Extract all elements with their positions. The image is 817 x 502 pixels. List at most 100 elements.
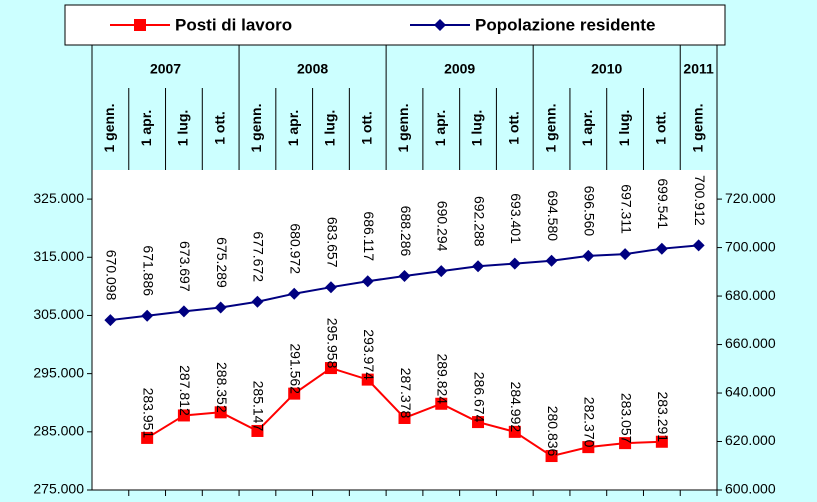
y-tick-label: 295.000 — [33, 364, 84, 380]
data-label: 280.836 — [545, 406, 561, 457]
y2-tick-label: 620.000 — [725, 432, 776, 448]
marker — [582, 249, 595, 262]
x-tick-label: 1 apr. — [432, 110, 448, 147]
y-tick-label: 315.000 — [33, 248, 84, 264]
marker — [545, 450, 558, 463]
marker — [508, 257, 521, 270]
marker — [251, 295, 264, 308]
y2-tick-label: 700.000 — [725, 238, 776, 254]
marker — [655, 242, 668, 255]
data-label: 694.580 — [545, 190, 561, 241]
marker — [472, 416, 485, 429]
data-label: 688.286 — [398, 206, 414, 257]
x-tick-label: 1 apr. — [285, 110, 301, 147]
marker — [655, 435, 668, 448]
year-label: 2010 — [591, 61, 622, 77]
marker — [177, 409, 190, 422]
data-label: 293.974 — [361, 329, 377, 380]
marker — [619, 437, 632, 450]
x-tick-label: 1 lug. — [616, 110, 632, 147]
marker — [251, 424, 264, 437]
data-label: 283.057 — [618, 393, 634, 444]
data-label: 284.992 — [508, 382, 524, 433]
marker — [214, 406, 227, 419]
x-tick-label: 1 ott. — [211, 111, 227, 144]
year-label: 2009 — [444, 61, 475, 77]
data-label: 683.657 — [324, 217, 340, 268]
data-label: 671.886 — [140, 245, 156, 296]
legend-label: Posti di lavoro — [175, 15, 292, 34]
year-label: 2011 — [683, 61, 714, 77]
marker — [361, 275, 374, 288]
data-label: 670.098 — [104, 250, 120, 301]
data-label: 693.401 — [508, 193, 524, 244]
marker — [619, 248, 632, 261]
marker — [398, 411, 411, 424]
y-tick-label: 305.000 — [33, 306, 84, 322]
data-label: 288.352 — [214, 362, 230, 413]
x-tick-label: 1 genn. — [101, 103, 117, 152]
marker — [582, 441, 595, 454]
marker — [141, 431, 154, 444]
marker — [472, 260, 485, 273]
data-label: 291.562 — [288, 343, 304, 394]
y2-tick-label: 680.000 — [725, 287, 776, 303]
data-label: 287.378 — [398, 368, 414, 419]
marker — [434, 19, 446, 31]
data-label: 696.560 — [582, 186, 598, 237]
data-label: 282.370 — [582, 397, 598, 448]
marker — [104, 314, 117, 327]
y-tick-label: 285.000 — [33, 423, 84, 439]
data-label: 283.951 — [140, 388, 156, 439]
x-tick-label: 1 lug. — [322, 110, 338, 147]
y2-tick-label: 660.000 — [725, 335, 776, 351]
data-label: 677.672 — [251, 231, 267, 282]
data-label: 690.294 — [435, 201, 451, 252]
data-label: 680.972 — [288, 223, 304, 274]
data-label: 673.697 — [177, 241, 193, 292]
marker — [288, 387, 301, 400]
marker — [288, 287, 301, 300]
marker — [141, 309, 154, 322]
marker — [545, 254, 558, 267]
data-label: 289.824 — [435, 353, 451, 404]
plot-area — [92, 170, 717, 490]
data-label: 692.288 — [471, 196, 487, 247]
data-label: 295.958 — [324, 318, 340, 369]
data-label: 686.117 — [361, 211, 377, 261]
x-tick-label: 1 ott. — [505, 111, 521, 144]
marker — [214, 301, 227, 314]
data-label: 283.291 — [655, 391, 671, 442]
y2-tick-label: 600.000 — [725, 481, 776, 497]
data-label: 697.311 — [618, 184, 634, 234]
y2-tick-label: 640.000 — [725, 384, 776, 400]
marker — [398, 269, 411, 282]
x-tick-label: 1 apr. — [138, 110, 154, 147]
x-tick-label: 1 lug. — [469, 110, 485, 147]
x-tick-label: 1 genn. — [689, 103, 705, 152]
marker — [324, 362, 337, 375]
x-tick-label: 1 ott. — [653, 111, 669, 144]
x-tick-label: 1 lug. — [175, 110, 191, 147]
marker — [435, 397, 448, 410]
y-tick-label: 275.000 — [33, 481, 84, 497]
year-label: 2008 — [297, 61, 328, 77]
data-label: 286.674 — [471, 372, 487, 423]
data-label: 285.147 — [251, 381, 267, 432]
data-label: 287.812 — [177, 365, 193, 416]
marker — [508, 425, 521, 438]
marker — [134, 19, 146, 31]
x-tick-label: 1 apr. — [579, 110, 595, 147]
y2-tick-label: 720.000 — [725, 190, 776, 206]
x-tick-label: 1 ott. — [358, 111, 374, 144]
data-label: 700.912 — [692, 175, 708, 226]
legend-label: Popolazione residente — [475, 15, 655, 34]
marker — [435, 265, 448, 278]
x-tick-label: 1 genn. — [248, 103, 264, 152]
x-tick-label: 1 genn. — [395, 103, 411, 152]
data-label: 675.289 — [214, 237, 230, 288]
marker — [361, 373, 374, 386]
year-label: 2007 — [150, 61, 181, 77]
y-tick-label: 325.000 — [33, 190, 84, 206]
